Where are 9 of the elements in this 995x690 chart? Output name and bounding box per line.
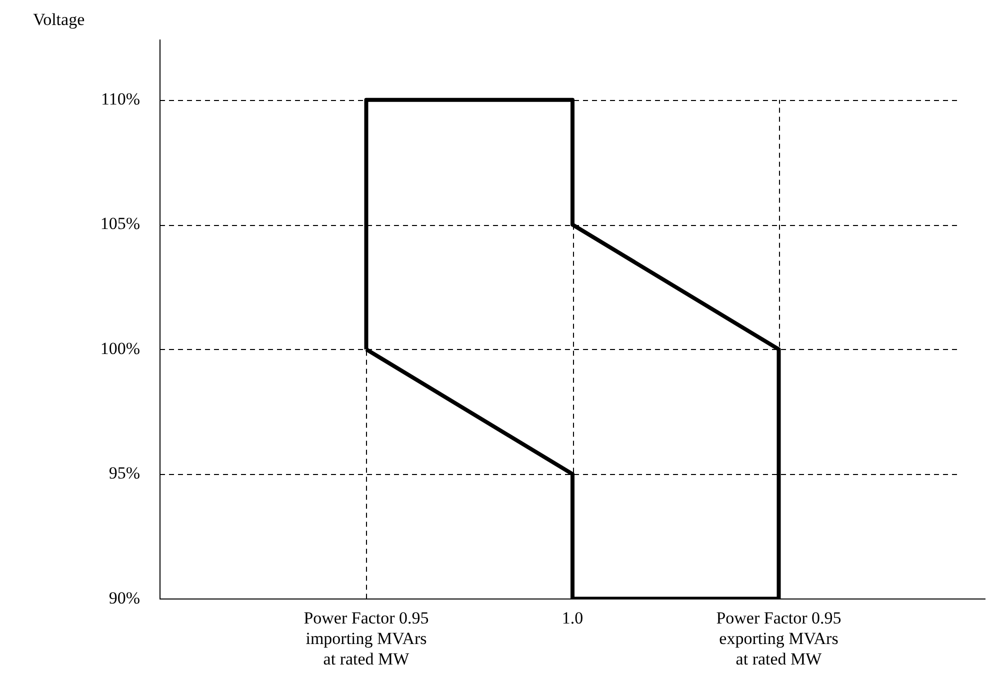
y-tick-label: 90% bbox=[108, 588, 140, 608]
x-tick-label: Power Factor 0.95 exporting MVArs at rated MW bbox=[716, 608, 842, 668]
y-axis-title: Voltage bbox=[33, 10, 85, 29]
x-tick-label: Power Factor 0.95 importing MVArs at rated MW bbox=[304, 608, 429, 668]
y-tick-label: 95% bbox=[108, 464, 140, 483]
y-tick-label: 100% bbox=[100, 338, 140, 358]
y-tick-label: 110% bbox=[100, 89, 140, 108]
y-tick-label: 105% bbox=[100, 214, 140, 234]
x-tick-label: 1.0 bbox=[562, 608, 584, 628]
